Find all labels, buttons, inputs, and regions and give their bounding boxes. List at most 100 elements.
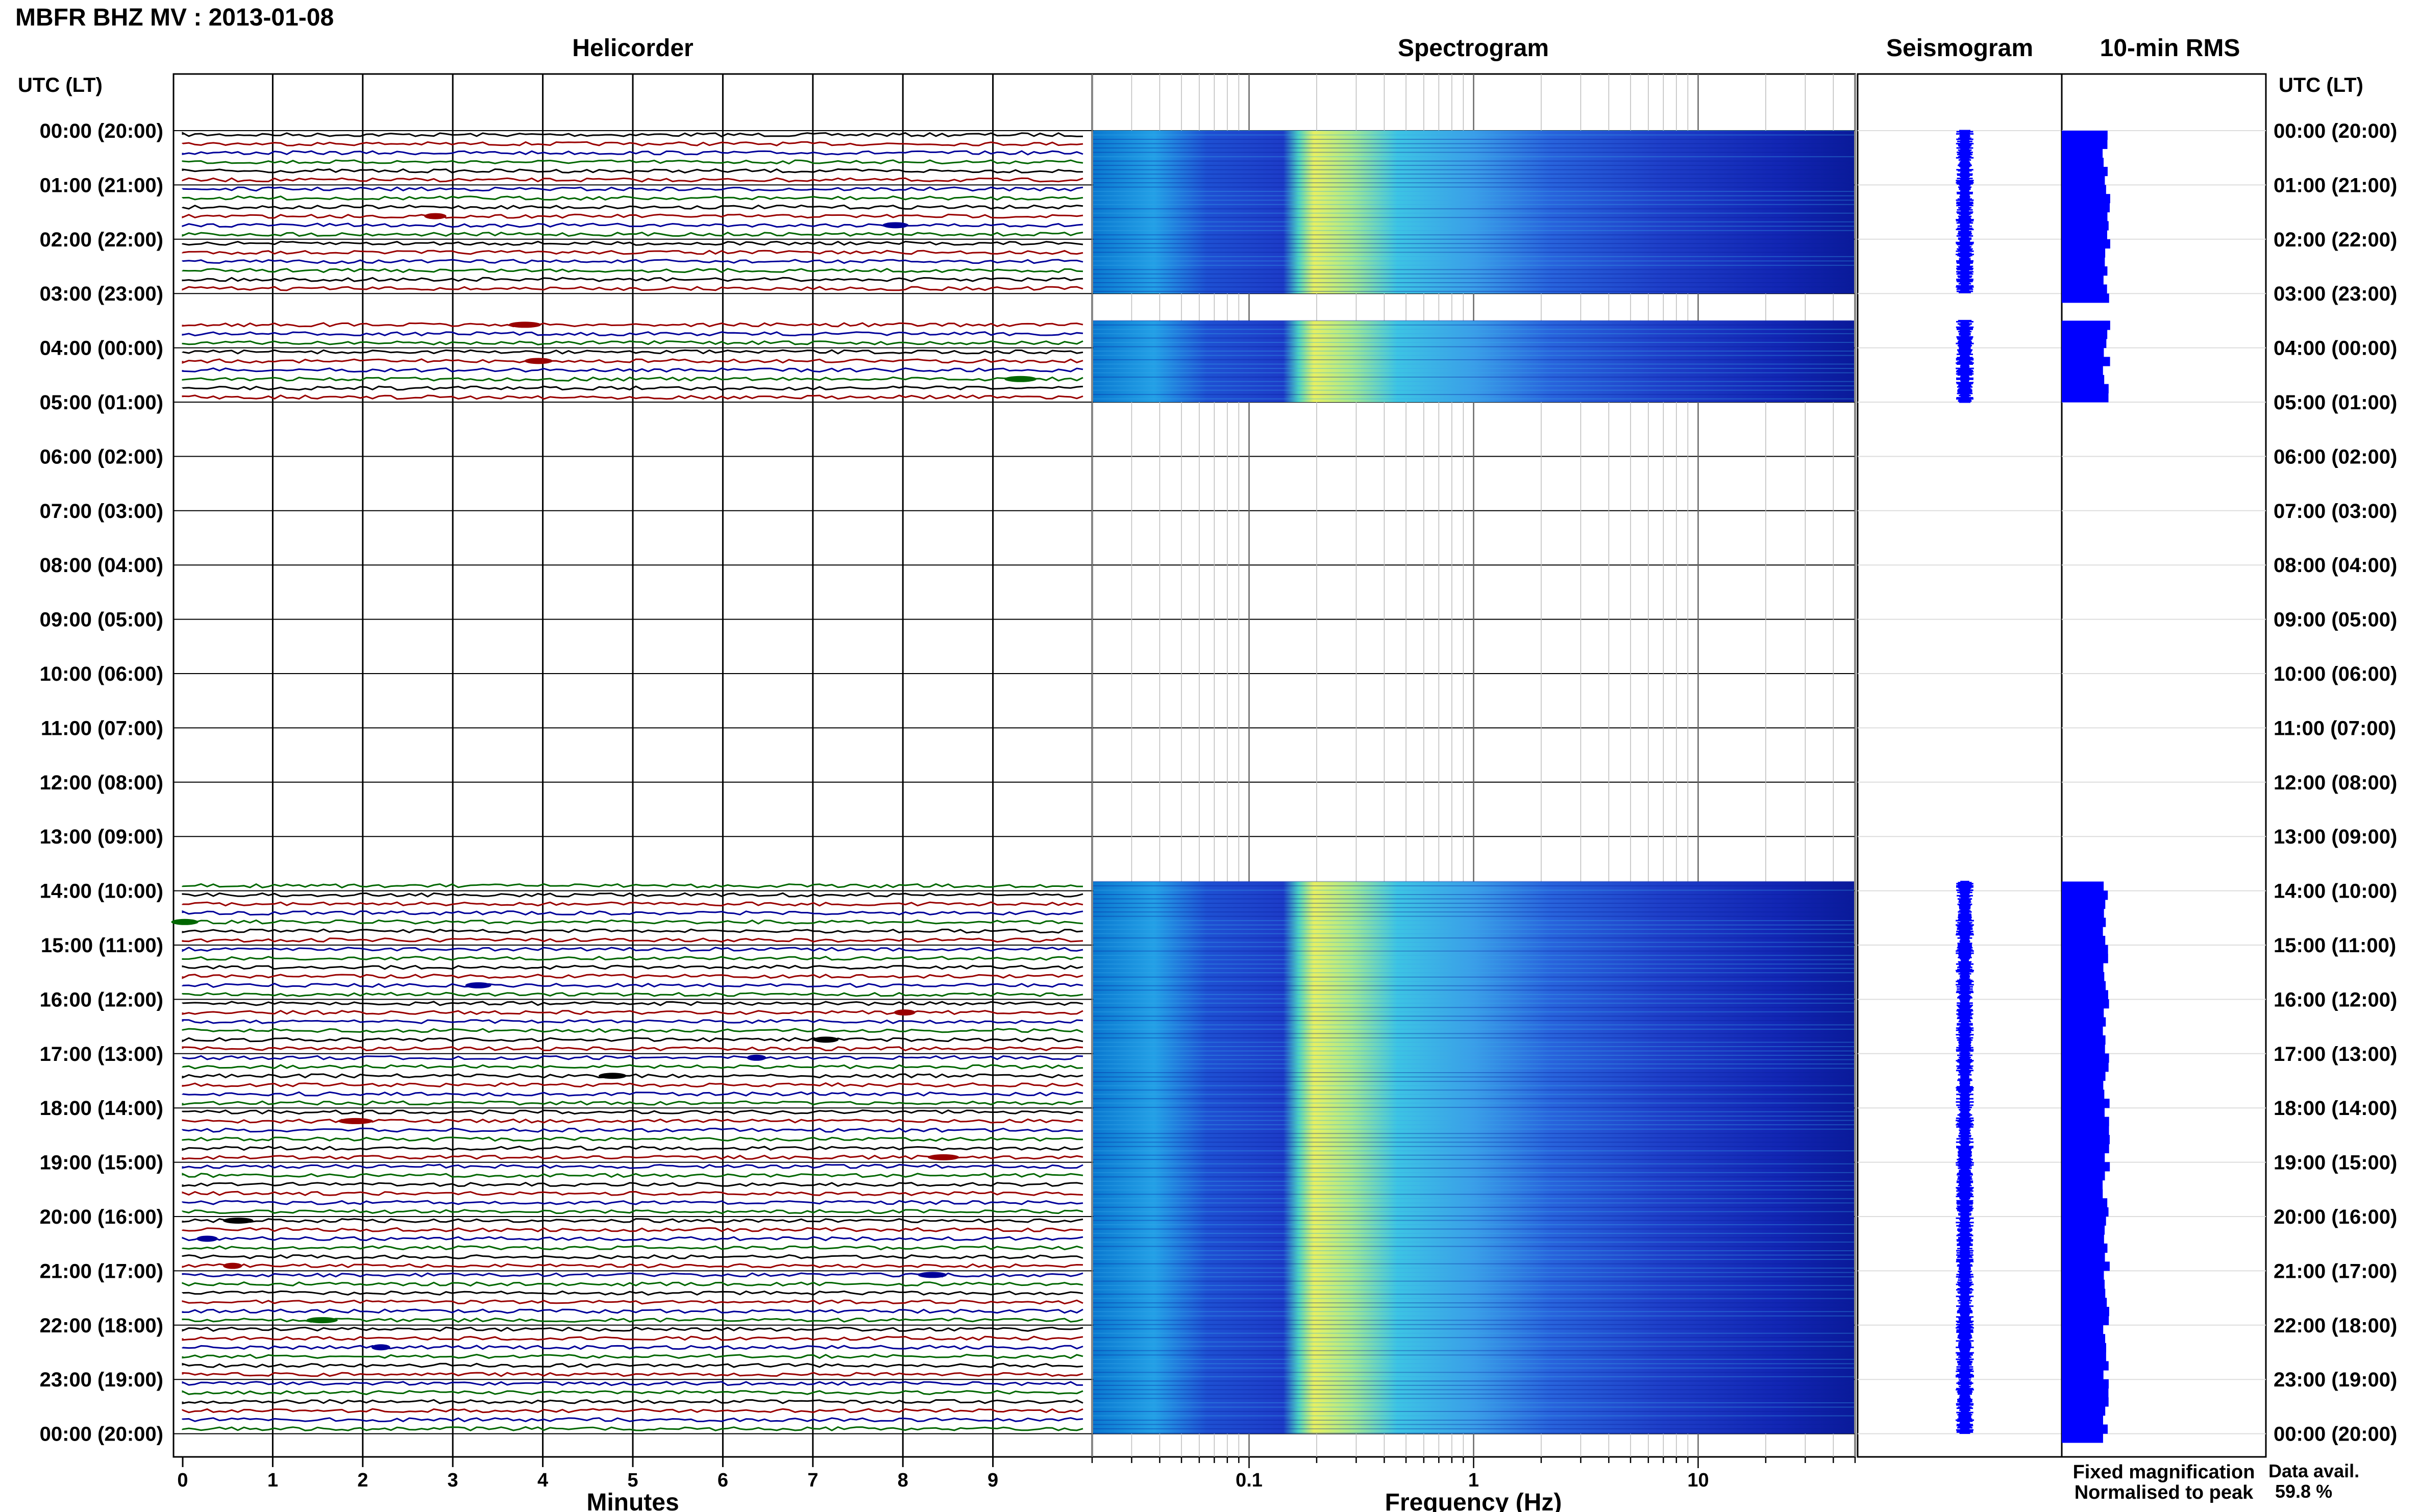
- helicorder-trace: [182, 1091, 1083, 1097]
- helicorder-trace: [182, 1082, 1083, 1088]
- rms-bar: [2062, 1352, 2106, 1361]
- minutes-tick-label: 3: [448, 1470, 458, 1491]
- rms-bar: [2062, 899, 2106, 909]
- helicorder-trace: [182, 947, 1083, 952]
- helicorder-burst: [524, 358, 553, 364]
- helicorder-trace: [182, 982, 1083, 988]
- helicorder-trace: [182, 1245, 1083, 1251]
- helicorder-trace: [182, 1181, 1083, 1187]
- helicorder-trace: [182, 1109, 1083, 1115]
- helicorder-burst: [747, 1054, 767, 1061]
- time-axis-title-left: UTC (LT): [18, 74, 103, 96]
- rms-bar: [2062, 257, 2105, 267]
- helicorder-trace: [182, 259, 1083, 264]
- rms-bar: [2062, 1406, 2106, 1416]
- seismogram-panel: [1857, 73, 2063, 1458]
- helicorder-trace: [182, 892, 1083, 898]
- rms-panel: [2061, 73, 2267, 1458]
- rms-bar: [2062, 348, 2104, 357]
- spectrogram-panel: [1091, 73, 1856, 1458]
- minutes-tick-label: 7: [807, 1470, 818, 1491]
- helicorder-trace: [182, 367, 1083, 373]
- helicorder-trace: [182, 1010, 1083, 1015]
- rms-bar: [2062, 1107, 2105, 1118]
- rms-bar: [2062, 881, 2104, 891]
- time-label-left: 23:00 (19:00): [40, 1369, 163, 1391]
- time-label-right: 17:00 (13:00): [2274, 1043, 2397, 1065]
- helicorder-trace: [182, 286, 1083, 291]
- time-label-left: 21:00 (17:00): [40, 1260, 163, 1282]
- spectrogram-data-band: [1093, 881, 1854, 1434]
- helicorder-burst: [508, 321, 541, 328]
- rms-bar: [2062, 1361, 2109, 1371]
- helicorder-trace: [182, 1127, 1083, 1133]
- rms-bar: [2062, 1180, 2103, 1189]
- rms-bar: [2062, 320, 2110, 330]
- time-label-left: 10:00 (06:00): [40, 663, 163, 685]
- rms-bar: [2062, 1089, 2105, 1099]
- seismogram-trace: [1956, 881, 1974, 1434]
- helicorder-trace: [182, 1001, 1083, 1006]
- helicorder-trace: [182, 376, 1083, 382]
- time-label-right: 02:00 (22:00): [2274, 229, 2397, 251]
- helicorder-trace: [182, 1254, 1083, 1259]
- time-label-right: 00:00 (20:00): [2274, 1423, 2397, 1446]
- helicorder-trace: [182, 1209, 1083, 1214]
- rms-bar: [2062, 230, 2107, 240]
- rms-bar: [2062, 1126, 2109, 1135]
- time-label-right: 11:00 (07:00): [2274, 717, 2396, 739]
- time-label-right: 08:00 (04:00): [2274, 554, 2397, 577]
- rms-bar: [2062, 1424, 2108, 1434]
- time-label-right: 12:00 (08:00): [2274, 772, 2397, 794]
- spectrogram-striations: [1093, 130, 1854, 1434]
- rms-bar: [2062, 375, 2105, 385]
- frequency-tick-label: 1: [1468, 1470, 1479, 1491]
- helicorder-trace: [182, 394, 1083, 400]
- helicorder-burst: [196, 1235, 218, 1242]
- seismogram-trace: [1956, 130, 1974, 293]
- time-label-right: 10:00 (06:00): [2274, 663, 2397, 685]
- helicorder-trace: [182, 1136, 1083, 1142]
- rms-bar: [2062, 393, 2109, 403]
- helicorder-burst: [813, 1036, 839, 1043]
- rms-bar: [2062, 918, 2106, 927]
- helicorder-trace: [182, 1408, 1083, 1414]
- rms-bar: [2062, 1080, 2104, 1090]
- time-label-left: 17:00 (13:00): [40, 1043, 163, 1065]
- helicorder-trace: [182, 132, 1083, 138]
- time-label-left: 22:00 (18:00): [40, 1315, 163, 1337]
- helicorder-trace: [182, 1163, 1083, 1169]
- rms-bar: [2062, 981, 2106, 990]
- helicorder-trace: [182, 974, 1083, 979]
- legend-fixed-magnification: Fixed magnification: [2073, 1461, 2255, 1483]
- helicorder-trace: [182, 1308, 1083, 1314]
- time-label-right: 09:00 (05:00): [2274, 609, 2397, 631]
- helicorder-trace: [182, 992, 1083, 997]
- time-label-left: 09:00 (05:00): [40, 609, 163, 631]
- rms-bar: [2062, 131, 2108, 140]
- rms-bar: [2062, 338, 2107, 349]
- helicorder-trace: [182, 919, 1083, 925]
- rms-bar: [2062, 1117, 2109, 1126]
- helicorder-trace: [182, 1037, 1083, 1043]
- minutes-tick-label: 6: [718, 1470, 728, 1491]
- helicorder-trace: [182, 1299, 1083, 1305]
- rms-bar: [2062, 945, 2108, 954]
- rms-bar: [2062, 330, 2108, 339]
- helicorder-trace: [182, 277, 1083, 282]
- time-label-right: 21:00 (17:00): [2274, 1260, 2397, 1282]
- window-title: MBFR BHZ MV : 2013-01-08: [15, 4, 334, 31]
- helicorder-trace: [182, 1028, 1083, 1033]
- helicorder-trace: [182, 358, 1083, 364]
- rms-bar: [2062, 1334, 2106, 1344]
- helicorder-trace: [182, 1100, 1083, 1106]
- data-avail-value: 59.8 %: [2275, 1481, 2332, 1502]
- rms-bar: [2062, 176, 2105, 185]
- helicorder-burst: [223, 1218, 254, 1224]
- time-label-right: 19:00 (15:00): [2274, 1152, 2397, 1174]
- time-label-left: 16:00 (12:00): [40, 988, 163, 1011]
- helicorder-trace: [182, 250, 1083, 255]
- rms-bar: [2062, 890, 2108, 900]
- helicorder-trace: [182, 141, 1083, 146]
